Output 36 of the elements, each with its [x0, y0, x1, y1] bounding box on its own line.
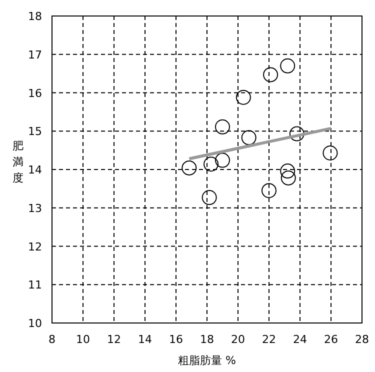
- point: [236, 90, 251, 105]
- x-tick-label: 26: [324, 333, 338, 346]
- point: [241, 130, 256, 146]
- point: [202, 190, 217, 206]
- x-axis-title: 粗脂肪量 %: [178, 354, 236, 367]
- x-tick-label: 28: [355, 333, 369, 346]
- x-tick-label: 10: [76, 333, 90, 346]
- y-tick-label: 12: [28, 240, 42, 254]
- y-tick-label: 14: [28, 164, 42, 176]
- point: [289, 126, 304, 142]
- x-tick-label: 12: [107, 333, 121, 346]
- point: [182, 160, 197, 176]
- x-tick-label: 8: [48, 333, 56, 346]
- point: [215, 119, 230, 134]
- x-tick-label: 20: [231, 333, 245, 346]
- point: [204, 156, 219, 172]
- y-tick-label: 18: [28, 10, 42, 23]
- point: [263, 67, 278, 82]
- point: [322, 146, 338, 160]
- y-tick-label: 17: [28, 48, 42, 62]
- point: [215, 152, 230, 168]
- y-tick-label: 13: [28, 202, 42, 215]
- x-tick-label: 18: [200, 333, 214, 346]
- point: [280, 164, 296, 179]
- x-tick-label: 22: [262, 333, 276, 346]
- y-axis-title: 肥満度: [12, 140, 24, 184]
- x-tick-label: 14: [138, 333, 152, 346]
- y-tick-label: 11: [28, 278, 42, 292]
- point: [262, 183, 276, 198]
- point: [280, 170, 296, 186]
- y-tick-label: 15: [28, 125, 42, 138]
- y-tick-label: 16: [28, 86, 42, 100]
- point: [280, 58, 296, 74]
- x-tick-label: 16: [169, 333, 183, 346]
- x-tick-label: 24: [293, 333, 307, 346]
- y-tick-label: 10: [28, 317, 42, 330]
